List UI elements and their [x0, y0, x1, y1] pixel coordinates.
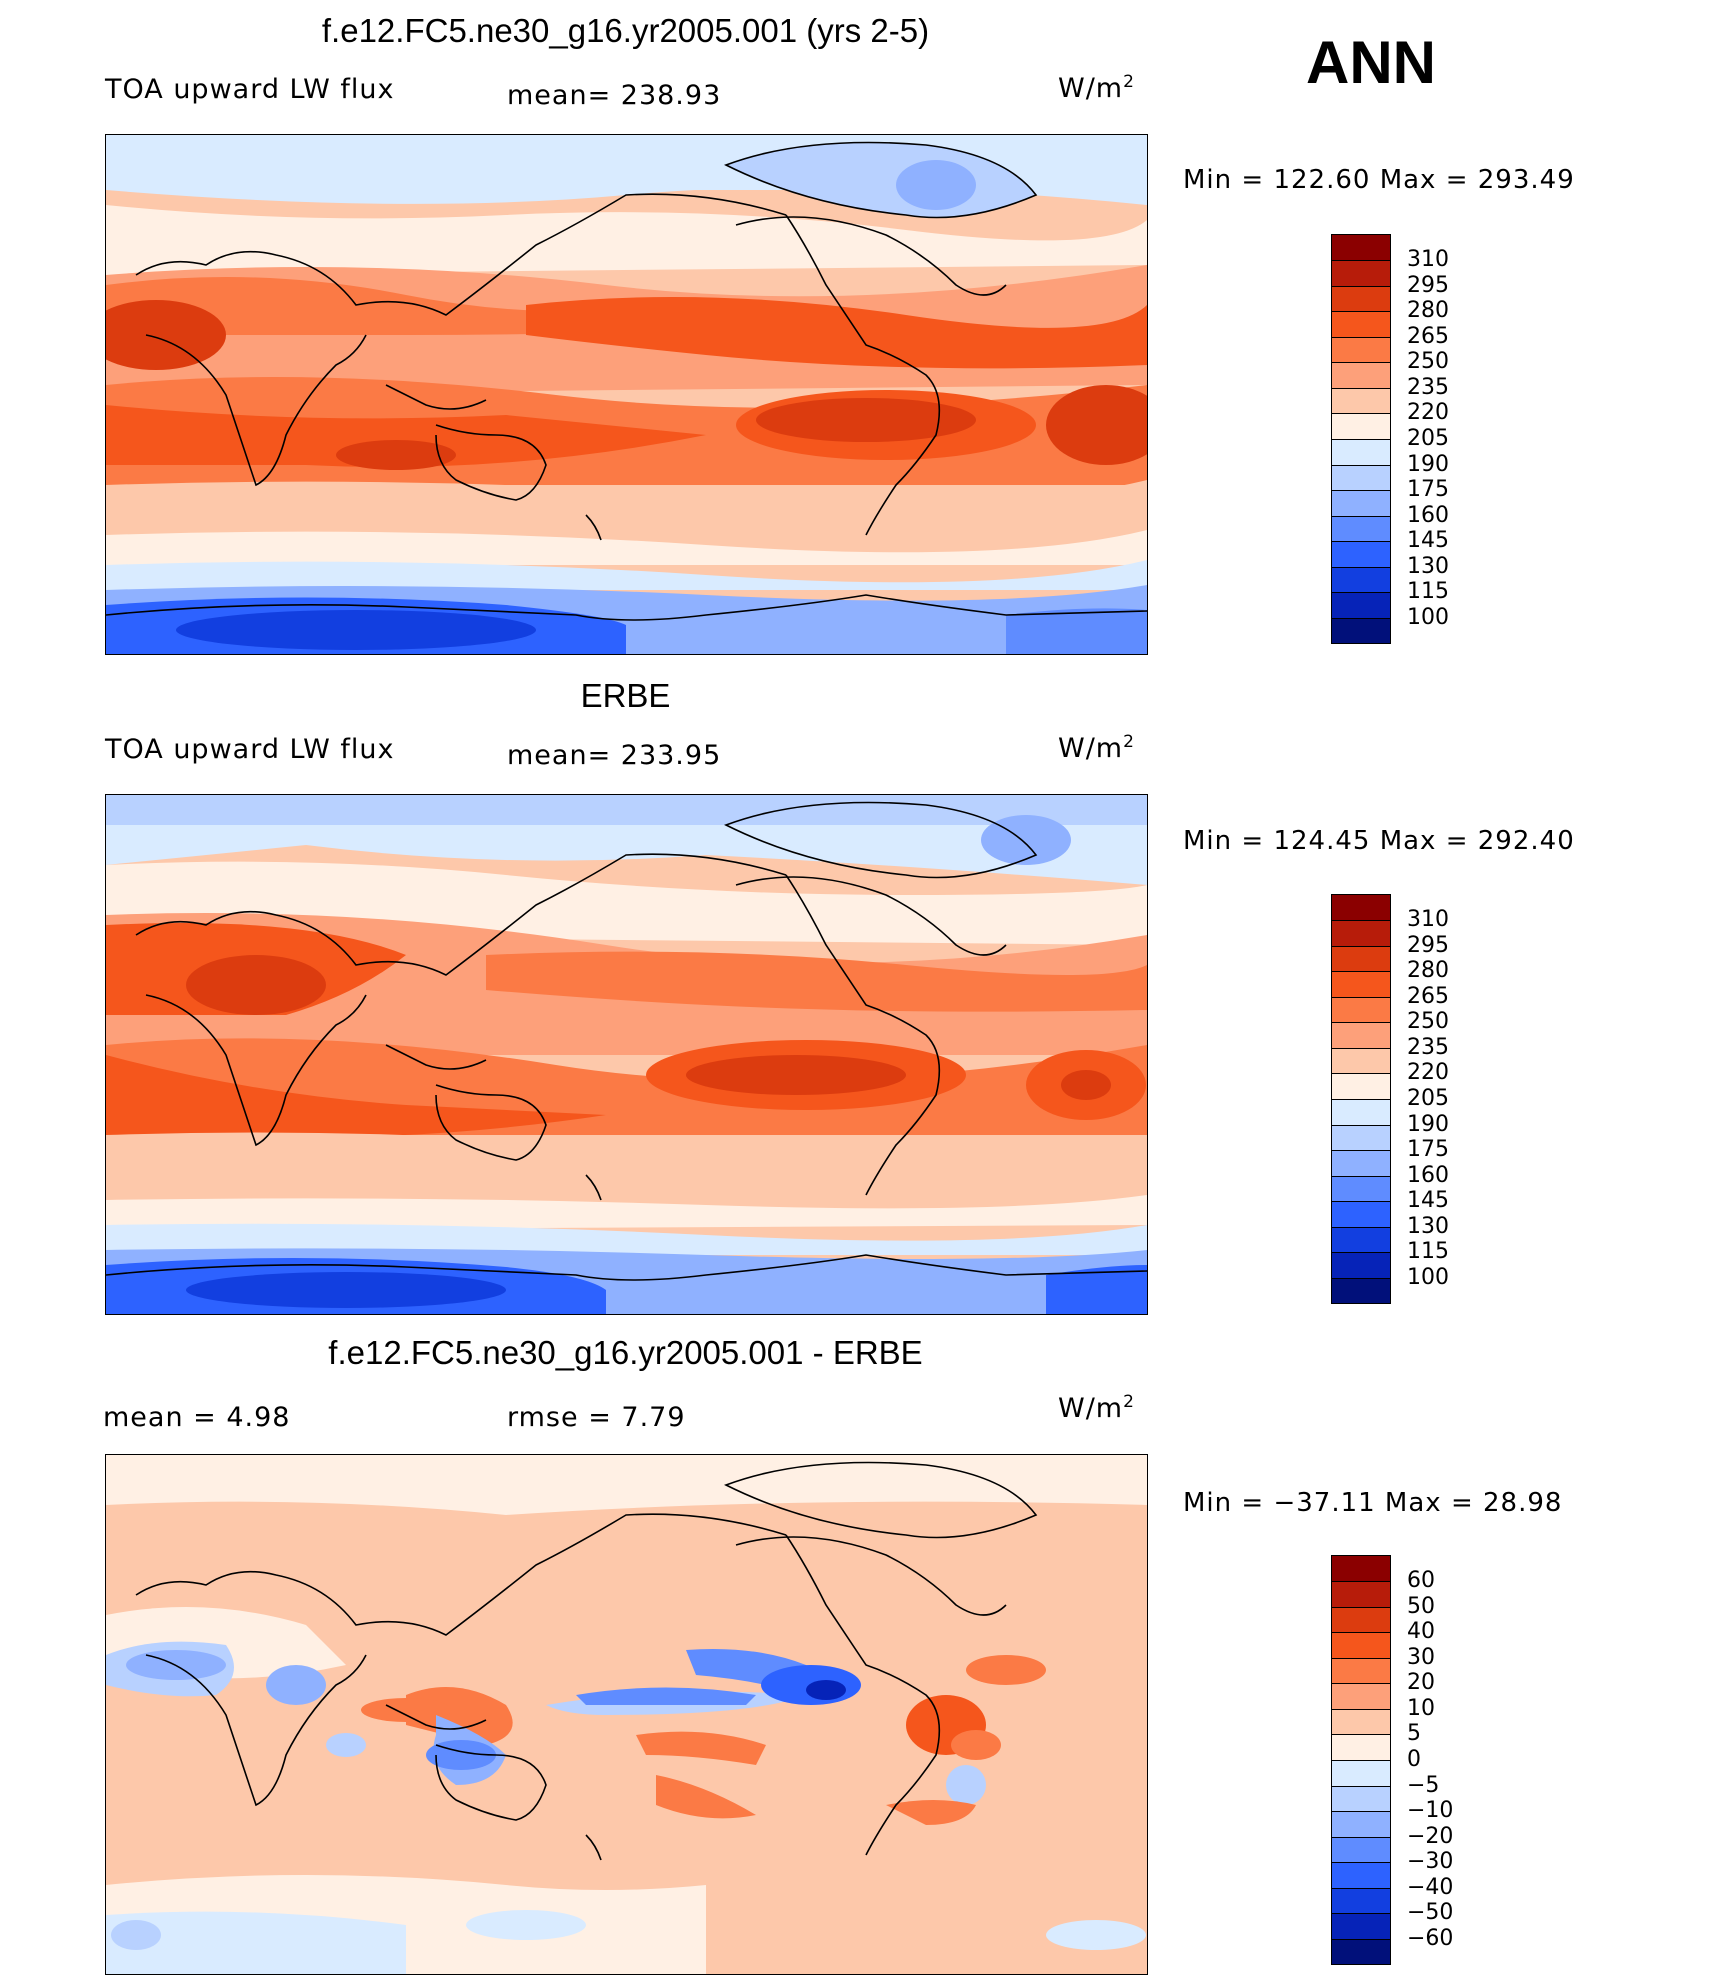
panel3-cbar-tick: −30 — [1407, 1849, 1454, 1874]
panel1-map — [105, 134, 1148, 655]
panel2-cbar-tick: 235 — [1407, 1035, 1449, 1060]
panel3-map — [105, 1454, 1148, 1975]
panel1-left-label: TOA upward LW flux — [105, 74, 395, 105]
panel1-cbar-tick: 295 — [1407, 273, 1449, 298]
panel2-colorbar — [1331, 894, 1391, 1304]
panel3-left-label: mean = 4.98 — [103, 1402, 291, 1433]
panel3-minmax: Min = −37.11 Max = 28.98 — [1183, 1488, 1563, 1518]
panel1-units: W/m2 — [1058, 72, 1135, 104]
panel2-cbar-tick: 145 — [1407, 1188, 1449, 1213]
panel3-cbar-tick: −40 — [1407, 1875, 1454, 1900]
panel2-cbar-tick: 205 — [1407, 1086, 1449, 1111]
panel2-cbar-tick: 250 — [1407, 1009, 1449, 1034]
panel3-center-label: rmse = 7.79 — [507, 1402, 686, 1433]
panel3-cbar-tick: −60 — [1407, 1926, 1454, 1951]
panel2-center-label: mean= 233.95 — [507, 740, 722, 771]
panel3-colorbar — [1331, 1555, 1391, 1965]
panel2-cbar-tick: 100 — [1407, 1265, 1449, 1290]
panel1-minmax: Min = 122.60 Max = 293.49 — [1183, 165, 1575, 195]
panel3-cbar-tick: −5 — [1407, 1773, 1440, 1798]
panel2-cbar-tick: 310 — [1407, 907, 1449, 932]
panel3-title: f.e12.FC5.ne30_g16.yr2005.001 - ERBE — [328, 1334, 923, 1371]
panel3-cbar-tick: 50 — [1407, 1594, 1435, 1619]
panel2-cbar-tick: 175 — [1407, 1137, 1449, 1162]
panel3-cbar-tick: 40 — [1407, 1619, 1435, 1644]
panel3-cbar-tick: 30 — [1407, 1645, 1435, 1670]
panel2-cbar-tick: 295 — [1407, 933, 1449, 958]
panel1-cbar-tick: 145 — [1407, 528, 1449, 553]
panel2-cbar-tick: 280 — [1407, 958, 1449, 983]
panel2-units: W/m2 — [1058, 732, 1135, 764]
panel1-cbar-tick: 130 — [1407, 554, 1449, 579]
panel1-cbar-tick: 160 — [1407, 503, 1449, 528]
panel1-cbar-tick: 235 — [1407, 375, 1449, 400]
panel2-cbar-tick: 160 — [1407, 1163, 1449, 1188]
panel3-cbar-tick: −50 — [1407, 1900, 1454, 1925]
panel2-cbar-tick: 130 — [1407, 1214, 1449, 1239]
panel3-cbar-tick: −20 — [1407, 1824, 1454, 1849]
panel1-cbar-tick: 265 — [1407, 324, 1449, 349]
panel1-cbar-tick: 115 — [1407, 579, 1449, 604]
panel1-cbar-tick: 205 — [1407, 426, 1449, 451]
panel1-title: f.e12.FC5.ne30_g16.yr2005.001 (yrs 2-5) — [321, 12, 930, 49]
panel1-cbar-tick: 175 — [1407, 477, 1449, 502]
panel3-cbar-tick: 5 — [1407, 1721, 1421, 1746]
panel1-cbar-tick: 220 — [1407, 400, 1449, 425]
panel1-cbar-tick: 280 — [1407, 298, 1449, 323]
panel3-cbar-tick: 0 — [1407, 1747, 1421, 1772]
panel3-cbar-tick: 10 — [1407, 1696, 1435, 1721]
panel1-cbar-tick: 100 — [1407, 605, 1449, 630]
panel1-cbar-tick: 250 — [1407, 349, 1449, 374]
panel2-cbar-tick: 220 — [1407, 1060, 1449, 1085]
panel1-center-label: mean= 238.93 — [507, 80, 722, 111]
panel2-cbar-tick: 115 — [1407, 1239, 1449, 1264]
panel1-cbar-tick: 190 — [1407, 452, 1449, 477]
panel2-map — [105, 794, 1148, 1315]
panel3-cbar-tick: 60 — [1407, 1568, 1435, 1593]
panel3-cbar-tick: −10 — [1407, 1798, 1454, 1823]
panel2-minmax: Min = 124.45 Max = 292.40 — [1183, 826, 1575, 856]
season-label: ANN — [1306, 29, 1436, 96]
panel1-colorbar — [1331, 234, 1391, 644]
panel3-cbar-tick: 20 — [1407, 1670, 1435, 1695]
panel1-cbar-tick: 310 — [1407, 247, 1449, 272]
panel2-left-label: TOA upward LW flux — [105, 734, 395, 765]
panel2-cbar-tick: 265 — [1407, 984, 1449, 1009]
panel3-units: W/m2 — [1058, 1392, 1135, 1424]
panel2-cbar-tick: 190 — [1407, 1112, 1449, 1137]
panel2-title: ERBE — [580, 677, 671, 714]
